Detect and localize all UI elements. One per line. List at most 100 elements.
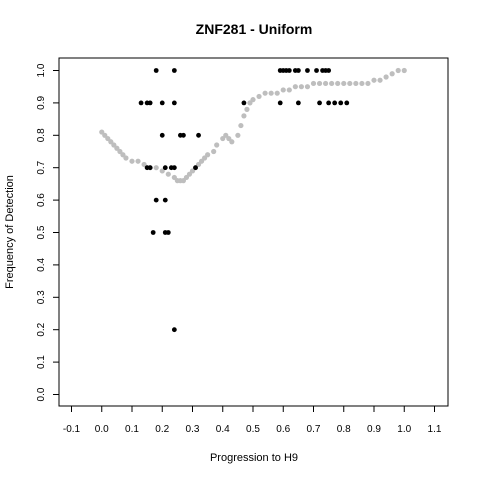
observed-point — [277, 100, 283, 106]
x-tick-label: 0.6 — [276, 424, 290, 435]
smoothed-point — [353, 80, 359, 87]
x-axis-label: Progression to H9 — [210, 452, 298, 464]
x-tick-label: 0.3 — [186, 424, 200, 435]
smoothed-point — [310, 80, 317, 87]
smoothed-point — [256, 93, 262, 100]
smoothed-point — [274, 90, 280, 96]
x-tick-label: 0.4 — [216, 424, 230, 435]
smoothed-point — [235, 132, 241, 138]
smoothed-point — [341, 80, 347, 87]
smoothed-point — [165, 171, 171, 177]
y-tick-label: 0.9 — [36, 96, 47, 110]
smoothed-point — [383, 74, 389, 80]
plot-points — [99, 67, 407, 333]
y-tick-label: 0.4 — [36, 258, 47, 272]
smoothed-point — [205, 152, 211, 158]
observed-point — [162, 165, 168, 171]
smoothed-point — [262, 90, 268, 96]
observed-point — [153, 197, 159, 203]
smoothed-point — [229, 139, 235, 145]
smoothed-point — [292, 84, 298, 90]
x-tick-label: 0.2 — [155, 424, 169, 435]
observed-point — [147, 100, 153, 106]
smoothed-point — [401, 67, 407, 74]
smoothed-point — [304, 84, 311, 90]
x-tick-label: 0.5 — [246, 424, 260, 435]
smoothed-point — [316, 80, 323, 87]
observed-point — [286, 68, 292, 73]
y-axis: 0.0 0.1 0.2 0.3 0.4 0.5 0.6 0.7 0.8 0.9 1.0 — [36, 63, 59, 401]
y-tick-label: 0.3 — [36, 290, 47, 304]
smoothed-point — [347, 80, 353, 87]
x-tick-label: 0.7 — [307, 424, 321, 435]
plot-frame — [58, 57, 449, 407]
observed-point — [338, 100, 344, 106]
observed-point — [305, 68, 310, 73]
smoothed-point — [129, 158, 135, 164]
observed-point — [295, 68, 301, 73]
smoothed-point — [389, 71, 395, 77]
smoothed-point — [298, 84, 304, 90]
smoothed-point — [286, 87, 292, 93]
smoothed-point — [214, 142, 220, 148]
x-axis: -0.1 0.0 0.1 0.2 0.3 0.4 0.5 0.6 0.7 0.8 0.9 1.0 1.1 — [63, 406, 442, 435]
observed-point — [314, 68, 319, 73]
smoothed-point — [123, 155, 129, 161]
smoothed-point — [359, 80, 365, 87]
smoothed-point — [395, 67, 401, 74]
x-tick-label: 0.9 — [367, 424, 381, 435]
observed-point — [159, 100, 165, 106]
observed-point — [317, 100, 322, 106]
observed-point — [138, 100, 144, 106]
observed-point — [171, 327, 177, 333]
x-tick-label: 1.1 — [428, 424, 442, 435]
y-tick-label: 0.6 — [36, 193, 47, 207]
y-tick-label: 0.0 — [36, 387, 47, 401]
observed-point — [147, 165, 153, 171]
smoothed-point — [238, 122, 244, 129]
observed-point — [171, 68, 177, 73]
chart-title: ZNF281 - Uniform — [196, 21, 313, 37]
observed-point — [171, 100, 177, 106]
smoothed-point — [141, 161, 147, 168]
smoothed-point — [280, 87, 286, 93]
observed-point — [165, 230, 171, 235]
observed-point — [241, 100, 247, 106]
smoothed-point — [244, 106, 250, 112]
observed-point — [332, 100, 338, 106]
smoothed-point — [323, 80, 329, 87]
smoothed-point — [335, 80, 341, 87]
observed-point — [326, 68, 332, 73]
y-tick-label: 0.2 — [36, 322, 47, 336]
smoothed-point — [377, 77, 383, 83]
observed-point — [344, 100, 350, 106]
observed-point — [162, 197, 168, 203]
observed-point — [295, 100, 301, 106]
y-tick-label: 0.8 — [36, 128, 47, 142]
observed-point — [181, 132, 186, 138]
y-tick-label: 0.7 — [36, 160, 47, 174]
observed-point — [159, 132, 165, 138]
smoothed-point — [135, 158, 141, 164]
smoothed-point — [211, 148, 217, 155]
y-axis-label: Frequency of Detection — [4, 175, 16, 289]
y-tick-label: 0.5 — [36, 225, 47, 239]
y-tick-label: 0.1 — [36, 355, 47, 369]
x-tick-label: 0.0 — [95, 424, 109, 435]
smoothed-point — [329, 80, 335, 87]
x-tick-label: -0.1 — [63, 424, 81, 435]
smoothed-point — [371, 77, 377, 83]
smoothed-point — [365, 80, 371, 87]
observed-point — [153, 68, 159, 73]
observed-point — [150, 230, 156, 235]
observed-point — [193, 165, 198, 171]
observed-point — [326, 100, 332, 106]
observed-point — [171, 165, 177, 171]
x-tick-label: 0.1 — [125, 424, 139, 435]
observed-point — [196, 132, 201, 138]
smoothed-point — [268, 90, 274, 96]
smoothed-point — [159, 168, 165, 174]
smoothed-point — [241, 113, 247, 119]
y-tick-label: 1.0 — [36, 63, 47, 77]
